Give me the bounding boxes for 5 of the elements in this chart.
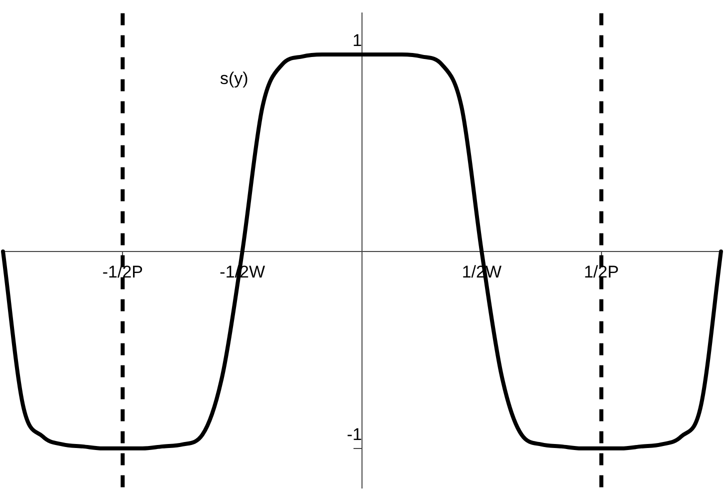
y-tick-label: -1 [346, 425, 362, 444]
x-tick-label: 1/2P [584, 262, 619, 282]
x-tick-label: -1/2P [102, 262, 143, 282]
annotation: s(y) [220, 69, 248, 88]
y-tick-label: 1 [352, 31, 362, 50]
